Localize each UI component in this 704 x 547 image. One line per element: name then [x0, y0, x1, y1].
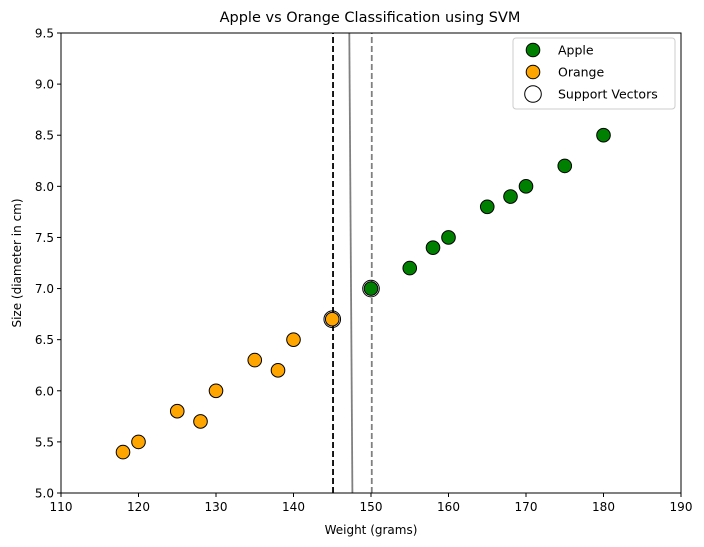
- x-tick-label: 150: [360, 500, 383, 514]
- apple-point: [503, 189, 518, 204]
- x-tick-label: 160: [437, 500, 460, 514]
- legend-label-support-vectors: Support Vectors: [558, 87, 658, 102]
- x-tick-label: 140: [282, 500, 305, 514]
- orange-point: [208, 383, 224, 399]
- support-vector-point: [362, 279, 380, 298]
- apple-point: [441, 230, 456, 245]
- legend-marker-apple: [525, 42, 541, 58]
- support-vector-markers: [323, 279, 380, 329]
- data-points: [115, 127, 611, 460]
- y-axis-ticks: 5.0 5.5 6.0 6.5 7.0 7.5 8.0 8.5 9.0 9.5: [35, 27, 61, 501]
- y-tick-label: 6.5: [35, 333, 54, 347]
- y-axis-label: Size (diameter in cm): [10, 198, 24, 327]
- y-tick-label: 7.0: [35, 282, 54, 296]
- x-tick-label: 170: [515, 500, 538, 514]
- orange-point: [193, 414, 208, 429]
- apple-point: [402, 260, 418, 276]
- chart-title: Apple vs Orange Classification using SVM: [220, 10, 521, 26]
- legend-box: [512, 37, 676, 110]
- orange-point: [115, 444, 131, 460]
- apple-point: [596, 127, 611, 143]
- y-tick-label: 8.0: [35, 180, 54, 194]
- x-tick-label: 120: [127, 500, 150, 514]
- apple-point: [518, 179, 534, 194]
- x-tick-label: 110: [50, 500, 73, 514]
- x-axis-label: Weight (grams): [325, 523, 418, 537]
- apple-point: [479, 199, 495, 215]
- x-tick-label: 130: [205, 500, 228, 514]
- y-tick-label: 9.5: [35, 27, 54, 41]
- y-tick-label: 6.0: [35, 384, 54, 398]
- boundary-lines: [332, 33, 373, 493]
- y-tick-label: 5.5: [35, 435, 54, 449]
- orange-point: [131, 434, 146, 450]
- orange-point: [324, 311, 340, 327]
- decision-boundary-line: [348, 33, 354, 493]
- legend-marker-orange: [525, 64, 541, 80]
- x-axis-ticks: 110 120 130 140 150 160 170 180 190: [50, 493, 693, 514]
- legend-marker-support-vectors: [524, 85, 542, 103]
- legend-label-apple: Apple: [558, 43, 594, 58]
- x-tick-label: 180: [592, 500, 615, 514]
- orange-point: [169, 403, 185, 419]
- y-tick-label: 7.5: [35, 231, 54, 245]
- orange-point: [286, 332, 301, 347]
- apple-point: [557, 158, 573, 174]
- y-tick-label: 5.0: [35, 487, 54, 501]
- y-tick-label: 9.0: [35, 78, 54, 92]
- y-tick-label: 8.5: [35, 129, 54, 143]
- apple-point: [425, 240, 441, 255]
- orange-point: [247, 352, 263, 368]
- legend: Apple Orange Support Vectors: [512, 37, 676, 110]
- x-tick-label: 190: [670, 500, 693, 514]
- apple-point: [363, 281, 379, 296]
- orange-point: [270, 363, 286, 378]
- support-vector-point: [323, 310, 342, 329]
- legend-label-orange: Orange: [558, 65, 604, 80]
